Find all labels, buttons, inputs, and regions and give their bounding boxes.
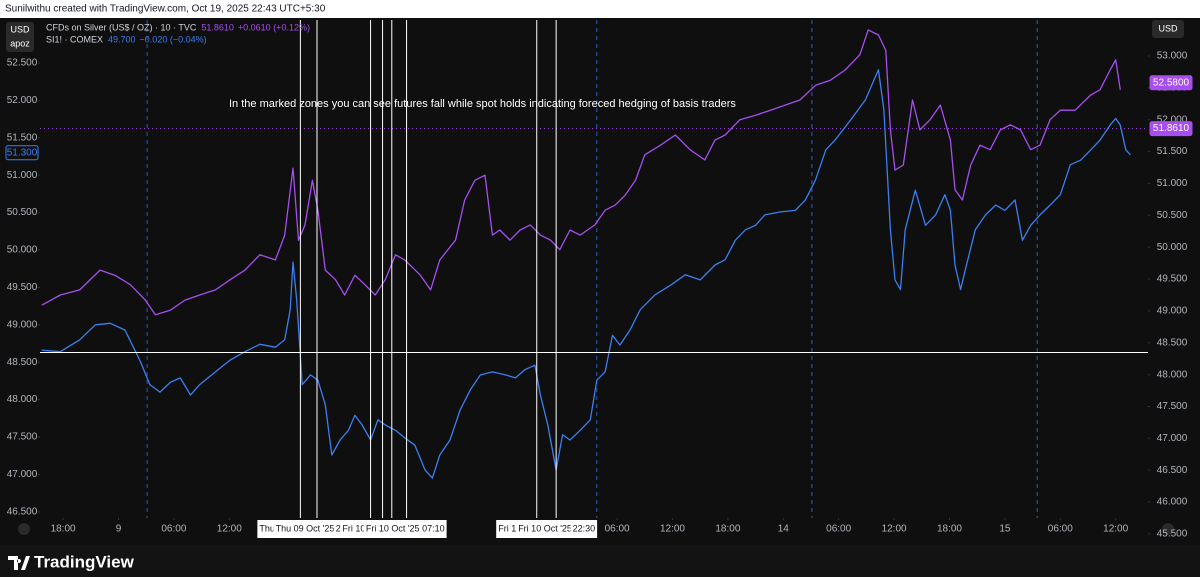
x-tick-label: 15 <box>999 524 1011 535</box>
header-text: Sunilwithu created with TradingView.com,… <box>5 4 326 15</box>
legend-change: −0.020 (−0.04%) <box>140 34 207 44</box>
price-badge-label: 51.300 <box>7 147 38 158</box>
legend-change: +0.0610 (+0.12%) <box>238 22 310 32</box>
time-label: Thu <box>259 523 275 533</box>
overlay: 46.500 47.000 47.500 48.000 48.500 49.000 49.5… <box>5 22 1193 540</box>
y-tick-label: 51.000 <box>7 170 38 181</box>
y2-tick-label: 52.000 <box>1157 114 1188 125</box>
time-label-box <box>570 520 598 538</box>
x-tick-label: 18:00 <box>937 524 962 535</box>
legend-value: 51.8610 <box>201 22 234 32</box>
time-label: Fri 10 Oct '25 <box>366 523 420 533</box>
left-axis-title: USD <box>10 24 30 34</box>
right-axis-box <box>1152 20 1184 38</box>
left-axis-subtitle: apoz <box>10 38 30 48</box>
x-tick-label: 12:00 <box>217 524 242 535</box>
y2-tick-label: 51.500 <box>1157 146 1188 157</box>
time-label-box <box>363 520 422 538</box>
x-tick-label: 12:00 <box>660 524 685 535</box>
time-label: 2 <box>336 523 341 533</box>
x-tick-label: 06:00 <box>826 524 851 535</box>
annotation: In the marked zones you can see futures … <box>229 98 736 110</box>
y2-tick-label: 48.000 <box>1157 369 1188 380</box>
x-tick-label: 18:00 <box>715 524 740 535</box>
y-tick-label: 47.500 <box>7 432 38 443</box>
y-tick-label: 49.000 <box>7 319 38 330</box>
y-tick-label: 48.500 <box>7 357 38 368</box>
time-label: Fri 10 <box>342 523 365 533</box>
tradingview-logo <box>8 556 30 570</box>
y2-tick-label: 51.000 <box>1157 178 1188 189</box>
x-tick-label: 14 <box>778 524 790 535</box>
time-label: Thu 09 Oct '25 <box>276 523 335 533</box>
y2-tick-label: 50.000 <box>1157 242 1188 253</box>
time-label-box <box>420 520 447 538</box>
price-badge-label: 51.8610 <box>1153 123 1190 134</box>
x-tick-label: 9 <box>116 524 122 535</box>
y2-tick-label: 49.000 <box>1157 306 1188 317</box>
footer-bar <box>0 545 1200 577</box>
price-line-series <box>41 69 1131 479</box>
time-label-box <box>496 520 519 538</box>
right-axis-title: USD <box>1158 23 1178 33</box>
y-tick-label: 49.500 <box>7 282 38 293</box>
price-badge <box>1149 75 1193 91</box>
time-label-box <box>516 520 574 538</box>
legend-name: SI1! · COMEX <box>46 34 103 44</box>
time-label: Fri 1 <box>498 523 516 533</box>
y2-tick-label: 53.000 <box>1157 51 1188 62</box>
footer-brand: TradingView <box>34 552 135 571</box>
plot-area <box>40 20 1148 518</box>
price-line-series <box>41 29 1121 316</box>
time-label-box <box>257 520 277 538</box>
y2-tick-label: 47.500 <box>1157 401 1188 412</box>
left-axis-box <box>6 22 34 52</box>
x-tick-label: 06:00 <box>605 524 630 535</box>
time-label-box <box>333 520 343 538</box>
time-label: 22:30 <box>573 523 596 533</box>
y-tick-label: 46.500 <box>7 506 38 517</box>
y-tick-label: 48.000 <box>7 394 38 405</box>
y-tick-label: 50.000 <box>7 245 38 256</box>
header-bar <box>0 0 1200 18</box>
settings-button[interactable] <box>1162 523 1174 535</box>
x-tick-label: 12:00 <box>882 524 907 535</box>
x-tick-label: 06:00 <box>1048 524 1073 535</box>
y-tick-label: 50.500 <box>7 207 38 218</box>
y-tick-label: 47.000 <box>7 469 38 480</box>
price-badge <box>5 145 39 161</box>
x-tick-label: 12:00 <box>1103 524 1128 535</box>
y2-tick-label: 45.500 <box>1157 529 1188 540</box>
x-tick-label: 18:00 <box>51 524 76 535</box>
y2-tick-label: 46.500 <box>1157 465 1188 476</box>
y2-tick-label: 46.000 <box>1157 497 1188 508</box>
time-label-box <box>340 520 368 538</box>
x-tick-label: 06:00 <box>161 524 186 535</box>
y-tick-label: 52.500 <box>7 58 38 69</box>
price-badge-label: 52.5800 <box>1153 77 1190 88</box>
y2-tick-label: 48.500 <box>1157 337 1188 348</box>
y2-tick-label: 47.000 <box>1157 433 1188 444</box>
time-label: Fri 10 Oct '25 <box>518 523 572 533</box>
legend-name: CFDs on Silver (US$ / OZ) · 10 · TVC <box>46 22 197 32</box>
y-tick-label: 51.500 <box>7 132 38 143</box>
y2-tick-label: 50.500 <box>1157 210 1188 221</box>
y-tick-label: 52.000 <box>7 95 38 106</box>
time-label-box <box>273 520 337 538</box>
legend-value: 49.700 <box>108 34 136 44</box>
price-badge <box>1149 121 1193 137</box>
time-label: 07:10 <box>422 523 445 533</box>
y2-tick-label: 49.500 <box>1157 274 1188 285</box>
timezone-button[interactable] <box>18 523 30 535</box>
